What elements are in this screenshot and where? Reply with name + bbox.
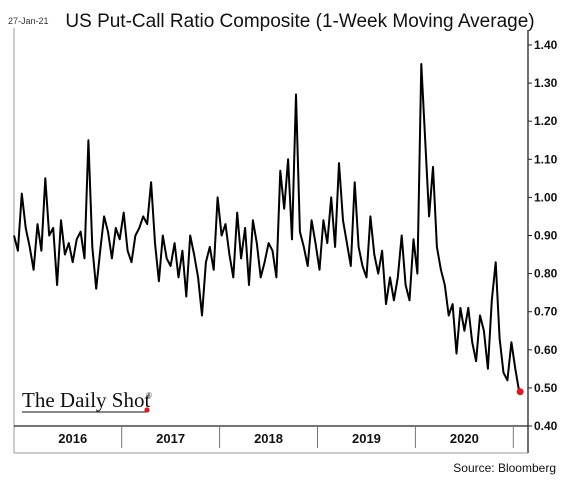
y-tick-label: 1.30 [534,76,558,90]
x-tick-label: 2017 [156,431,185,446]
y-tick-label: 1.00 [534,190,558,204]
y-tick-label: 0.50 [534,381,558,395]
y-tick-label: 1.10 [534,152,558,166]
y-tick-label: 0.60 [534,343,558,357]
x-tick-label: 2018 [254,431,283,446]
y-tick-label: 0.80 [534,267,558,281]
y-tick-label: 1.40 [534,38,558,52]
x-tick-label: 2016 [58,431,87,446]
logo: The Daily Shot ® [22,388,152,413]
series-line [13,63,521,392]
logo-registered-mark: ® [146,391,152,400]
x-tick-label: 2019 [352,431,381,446]
x-axis-ticks: 2016 2017 2018 2019 2020 [58,426,514,448]
y-tick-label: 0.40 [534,419,558,433]
source-note: Source: Bloomberg [453,461,556,475]
y-axis-ticks: 1.40 1.30 1.20 1.10 1.00 0.90 0.80 0.70 0.60 0.50… [528,38,558,433]
y-tick-label: 0.70 [534,305,558,319]
y-tick-label: 0.90 [534,229,558,243]
logo-dot-icon [144,407,150,413]
x-tick-label: 2020 [450,431,479,446]
last-point-marker [516,388,524,396]
chart-date: 27-Jan-21 [8,16,49,26]
y-tick-label: 1.20 [534,114,558,128]
logo-text: The Daily Shot [22,388,150,412]
chart-title: US Put-Call Ratio Composite (1-Week Movi… [65,11,534,32]
